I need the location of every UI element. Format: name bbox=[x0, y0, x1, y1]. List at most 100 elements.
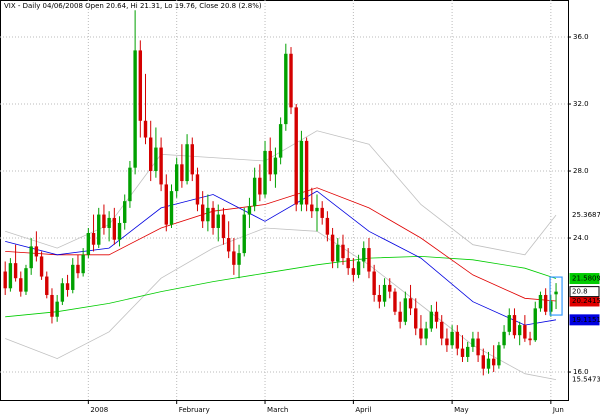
candle-body bbox=[242, 214, 246, 254]
candle-body bbox=[117, 222, 122, 240]
candle-body bbox=[284, 53, 288, 125]
candle-body bbox=[128, 167, 132, 202]
candle-body bbox=[206, 207, 210, 222]
candle-body bbox=[315, 207, 319, 212]
candle-body bbox=[34, 246, 39, 257]
candle-body bbox=[143, 120, 148, 138]
candle-body bbox=[164, 184, 168, 225]
value-label-box bbox=[569, 286, 600, 298]
candle-body bbox=[39, 256, 44, 277]
candle-body bbox=[263, 150, 267, 195]
x-tick-label: April bbox=[355, 406, 371, 414]
candle-body bbox=[299, 140, 304, 205]
candle-body bbox=[169, 191, 174, 225]
candle-body bbox=[362, 248, 366, 262]
candle-body bbox=[346, 258, 350, 269]
value-label: 20.2415 bbox=[572, 297, 600, 305]
candle-body bbox=[195, 174, 200, 205]
value-label: 20.8 bbox=[572, 288, 588, 296]
candle-body bbox=[517, 325, 522, 336]
candle-body bbox=[174, 164, 179, 192]
candle-body bbox=[419, 328, 423, 339]
candle-body bbox=[528, 338, 532, 341]
candle-body bbox=[424, 328, 428, 339]
candle-body bbox=[258, 177, 262, 195]
candle-body bbox=[60, 283, 65, 302]
candle-body bbox=[450, 331, 454, 346]
candle-body bbox=[554, 291, 558, 295]
value-label: 19.1151 bbox=[572, 316, 600, 324]
candle-body bbox=[3, 271, 7, 289]
candle-body bbox=[86, 232, 91, 255]
x-tick-label: March bbox=[267, 406, 288, 414]
candle-body bbox=[523, 325, 527, 339]
y-tick-label: 32.0 bbox=[573, 100, 589, 108]
candle-body bbox=[533, 308, 537, 341]
candle-body bbox=[429, 311, 434, 329]
candle-body bbox=[325, 217, 330, 235]
candle-body bbox=[112, 217, 117, 240]
candle-body bbox=[440, 321, 444, 339]
x-tick-label: May bbox=[454, 406, 468, 414]
candle-body bbox=[159, 147, 163, 185]
candle-body bbox=[486, 358, 491, 369]
candle-body bbox=[133, 50, 137, 168]
candle-body bbox=[538, 294, 543, 309]
value-label: 25.3687 bbox=[572, 211, 600, 219]
y-tick-label: 16.0 bbox=[573, 368, 589, 376]
value-label-box bbox=[569, 314, 600, 326]
candle-body bbox=[491, 358, 496, 366]
candle-body bbox=[382, 284, 387, 302]
candle-body bbox=[273, 157, 278, 175]
candle-body bbox=[471, 338, 475, 347]
candle-body bbox=[180, 164, 184, 182]
candle-body bbox=[367, 248, 371, 272]
candle-body bbox=[414, 308, 418, 329]
candle-body bbox=[185, 144, 189, 182]
candle-body bbox=[55, 301, 59, 317]
candle-body bbox=[237, 253, 241, 265]
indicator-line bbox=[5, 187, 557, 302]
candle-body bbox=[123, 201, 127, 223]
indicator-line bbox=[5, 190, 557, 326]
candle-body bbox=[45, 276, 49, 295]
value-label: 21.5809 bbox=[572, 275, 600, 283]
indicator-line bbox=[5, 255, 557, 318]
candle-body bbox=[226, 238, 231, 252]
candle-body bbox=[268, 150, 272, 175]
candle-body bbox=[216, 214, 220, 228]
candle-body bbox=[107, 217, 111, 228]
candle-body bbox=[502, 331, 506, 346]
candle-body bbox=[102, 214, 106, 228]
candle-body bbox=[481, 355, 485, 369]
candle-body bbox=[466, 346, 470, 357]
candle-body bbox=[200, 204, 205, 222]
indicator-line bbox=[5, 227, 557, 380]
value-label: 15.5473 bbox=[572, 376, 600, 384]
candle-body bbox=[507, 315, 511, 332]
y-tick-label: 36.0 bbox=[573, 33, 589, 41]
candle-body bbox=[8, 263, 13, 289]
candle-body bbox=[336, 244, 340, 262]
candle-body bbox=[543, 294, 548, 312]
candle-body bbox=[149, 137, 153, 172]
candle-body bbox=[497, 345, 501, 366]
candle-body bbox=[445, 338, 449, 346]
x-tick-label: 2008 bbox=[90, 406, 108, 414]
candle-body bbox=[71, 264, 75, 290]
y-tick-label: 24.0 bbox=[573, 234, 589, 242]
candle-body bbox=[408, 298, 413, 309]
candle-body bbox=[393, 291, 397, 312]
indicator-line bbox=[5, 130, 557, 256]
candle-body bbox=[372, 271, 376, 295]
candle-body bbox=[13, 263, 18, 279]
candle-body bbox=[320, 207, 324, 218]
candle-body bbox=[549, 301, 553, 312]
candle-body bbox=[455, 331, 460, 349]
candle-body bbox=[247, 206, 252, 215]
y-tick-label: 28.0 bbox=[573, 167, 589, 175]
candle-body bbox=[310, 204, 314, 212]
candle-body bbox=[154, 147, 158, 172]
candle-body bbox=[388, 284, 392, 292]
